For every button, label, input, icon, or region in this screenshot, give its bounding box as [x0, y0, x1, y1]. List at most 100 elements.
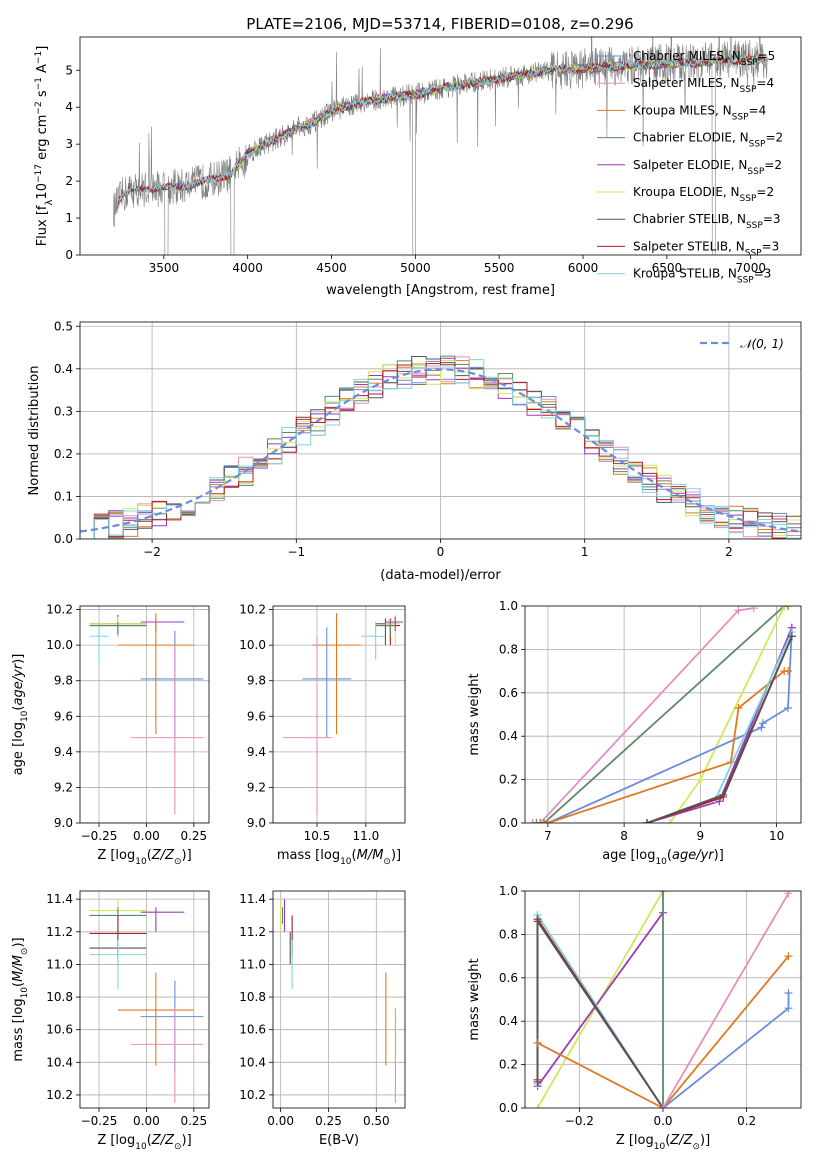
- cumulative-age-marker-chabrier_stelib: [719, 790, 728, 799]
- spectrum-axes: 3500 4000 4500 5000 5500 6000 6500 7000 0 1 2 3 4 5 wa…: [34, 36, 802, 298]
- residuals-hist-kroupa_stelib: [80, 359, 801, 539]
- x-axis-label-part: 10: [135, 857, 147, 867]
- mass-vs-z-xtick-label: 0.00: [133, 1114, 160, 1128]
- cumulative-z-marker-chabrier_miles: [784, 988, 793, 997]
- mass-vs-ebv-ytick-label: 11.4: [239, 892, 266, 906]
- residuals-plot: [80, 322, 801, 539]
- cumulative-age-line-kroupa_miles: [540, 670, 788, 823]
- age-vs-mass-ytick-label: 10.0: [239, 638, 266, 652]
- cumulative-z-ytick-label: 0.8: [499, 927, 518, 941]
- age-vs-z-ytick-label: 9.6: [54, 709, 73, 723]
- mass-vs-z-ytick-label: 10.6: [46, 1023, 73, 1037]
- x-axis-label: Z [log10(Z/Z⊙)]: [616, 1133, 710, 1152]
- cumulative-z-line-kroupa_miles: [537, 955, 790, 1108]
- residuals-axes: −2 −1 0 1 2 0.0 0.1 0.2 0.3 0.4 0.5 (data-model)/er…: [27, 319, 802, 583]
- mass-vs-z-ytick-label: 11.0: [46, 957, 73, 971]
- cumulative-age-xtick-label: 8: [620, 829, 628, 843]
- age-vs-z-ytick-label: 9.0: [54, 816, 73, 830]
- x-axis-label-part: Z [log: [616, 1133, 654, 1148]
- y-axis-label-part: )]: [11, 654, 26, 664]
- cumulative-age-marker-chabrier_miles: [784, 703, 793, 712]
- residuals-xtick-label: −1: [287, 545, 305, 559]
- axes-frame: [524, 605, 802, 824]
- legend-text: Chabrier STELIB, N: [633, 212, 746, 226]
- cumulative-z-plot: [525, 891, 801, 1108]
- mass-vs-ebv-xlabel: E(B-V): [319, 1133, 359, 1148]
- cumulative-age-marker-kroupa_miles: [536, 819, 545, 823]
- legend-text: Kroupa MILES, N: [633, 103, 732, 117]
- age-vs-mass-axes: 10.5 11.0 9.0 9.2 9.4 9.6 9.8 10.0 10.2 mass [log…: [239, 603, 406, 867]
- legend-label-chabrier_stelib: Chabrier STELIB, NSSP=3: [633, 212, 781, 231]
- cumulative-age-line-salpeter_elodie: [646, 627, 793, 823]
- cumulative-z-marker-salpeter_miles: [784, 891, 793, 898]
- mass-vs-z-ytick-label: 10.8: [46, 990, 73, 1004]
- mass-vs-z-xtick-label: 0.25: [180, 1114, 207, 1128]
- cumulative-z-ytick-label: 0.4: [499, 1014, 518, 1028]
- age-vs-mass-xtick-label: 11.0: [353, 829, 380, 843]
- cumulative-age-marker-chabrier_stelib: [642, 819, 651, 823]
- mass-vs-z-ytick-label: 11.4: [46, 892, 73, 906]
- y-axis-label-part: Flux [f: [35, 205, 50, 246]
- mass-vs-ebv-ytick-label: 10.2: [239, 1088, 266, 1102]
- y-axis-label-part: )]: [11, 937, 26, 947]
- cumulative-age-marker-chabrier_elodie: [532, 819, 541, 823]
- x-axis-label-part: 10: [655, 857, 667, 867]
- cumulative-age-ytick-label: 0.2: [499, 773, 518, 787]
- legend-sub: SSP: [740, 85, 757, 95]
- cumulative-age-marker-chabrier_miles: [757, 723, 766, 732]
- cumulative-age-axes: 7 8 9 10 0.0 0.2 0.4 0.6 0.8 1.0 mass weight age [l…: [467, 599, 802, 867]
- legend-tail: =3: [762, 239, 780, 253]
- x-axis-label-part: age [log: [602, 848, 655, 863]
- x-axis-label: Z [log10(Z/Z⊙)]: [97, 1133, 191, 1152]
- residuals-legend-label: 𝒩(0, 1): [740, 337, 784, 351]
- y-axis-label: Flux [fλ10−17 erg cm−2 s−1 A−1]: [34, 46, 55, 247]
- spectrum-ytick-label: 3: [65, 137, 73, 151]
- y-axis-label-part: −1: [34, 77, 44, 90]
- mass-vs-z-ytick-label: 11.2: [46, 925, 73, 939]
- legend-tail: =2: [756, 185, 774, 199]
- y-axis-label-part: ]: [35, 46, 50, 51]
- spectrum-xtick-label: 4000: [232, 261, 263, 275]
- spectrum-ytick-label: 4: [65, 100, 73, 114]
- cumulative-age-marker-salpeter_miles: [749, 606, 758, 613]
- x-axis-label-part: Z/Z: [151, 848, 175, 863]
- y-axis-label-part: mass [log: [11, 998, 26, 1061]
- age-vs-z-xtick-label: 0.00: [133, 829, 160, 843]
- mass-vs-ebv-plot: [273, 891, 405, 1108]
- legend-tail: =2: [764, 158, 782, 172]
- cumulative-age-ytick-label: 0.6: [499, 686, 518, 700]
- cumulative-z-ytick-label: 0.0: [499, 1101, 518, 1115]
- spectrum-model-kroupa_stelib: [116, 53, 768, 207]
- x-axis-label-part: )]: [700, 1133, 710, 1148]
- axes-frame: [79, 890, 210, 1109]
- cumulative-z-marker-kroupa_elodie: [533, 1104, 542, 1108]
- legend-text: Kroupa STELIB, N: [633, 267, 737, 281]
- legend-tail: =3: [754, 267, 772, 281]
- age-vs-mass-ytick-label: 9.8: [247, 674, 266, 688]
- x-axis-label-part: ⊙: [174, 857, 182, 867]
- cumulative-z-marker-chabrier_stelib: [533, 1075, 542, 1084]
- legend-label-chabrier_miles: Chabrier MILES, NSSP=5: [633, 49, 775, 68]
- cumulative-age-line-kroupa_elodie: [669, 606, 786, 823]
- y-axis-label-part: 10: [20, 987, 30, 999]
- age-vs-z-ytick-label: 9.8: [54, 674, 73, 688]
- legend-text: Chabrier ELODIE, N: [633, 131, 749, 145]
- y-axis-label-part: M/M: [11, 955, 26, 982]
- age-vs-z-axes: −0.25 0.00 0.25 9.0 9.2 9.4 9.6 9.8 10.0 10.2 Z [l…: [11, 603, 210, 867]
- age-vs-z-ytick-label: 9.4: [54, 745, 73, 759]
- cumulative-z-ytick-label: 1.0: [499, 884, 518, 898]
- legend-tail: =4: [756, 76, 774, 90]
- cumulative-z-line-salpeter_elodie: [536, 912, 664, 1087]
- legend-label-kroupa_elodie: Kroupa ELODIE, NSSP=2: [633, 185, 774, 204]
- age-vs-mass-ytick-label: 9.6: [247, 709, 266, 723]
- axes-frame: [272, 605, 406, 824]
- y-axis-label-part: (: [11, 982, 26, 987]
- age-vs-z-xtick-label: 0.25: [180, 829, 207, 843]
- age-vs-z-xtick-label: −0.25: [81, 829, 118, 843]
- cumulative-z-marker-chabrier_miles: [784, 1004, 793, 1013]
- spectrum-xtick-label: 5500: [484, 261, 515, 275]
- cumulative-z-marker-kroupa_miles: [784, 952, 793, 961]
- mass-vs-z-ytick-label: 10.4: [46, 1055, 73, 1069]
- residuals-xtick-label: −2: [143, 545, 161, 559]
- spectrum-xtick-label: 5000: [400, 261, 431, 275]
